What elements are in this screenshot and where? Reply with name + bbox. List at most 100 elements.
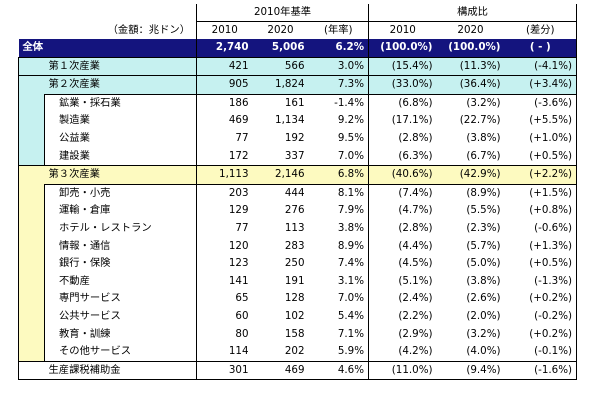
table-row: 不動産 141 191 3.1% (5.1%) (3.8%) (-1.3%) [18,272,578,291]
annual-rate: 7.1% [308,325,370,344]
gdp-table-container: 2010年基準 構成比 （金額：兆ドン） 2010 2020 (年率) 2010… [18,4,578,381]
annual-rate: 8.1% [308,183,370,203]
row-label: 鉱業・採石業 [44,93,197,113]
share-2020: (8.9%) [436,183,505,203]
value-2010: 2,740 [196,39,253,58]
table-row-tertiary-sector: 第３次産業 1,113 2,146 6.8% (40.6%) (42.9%) (… [18,165,578,185]
row-label: 第１次産業 [44,56,197,76]
share-2010: (4.4%) [398,239,433,252]
share-diff: (+1.0%) [504,129,578,148]
row-label: 建設業 [44,147,197,166]
value-2020: 283 [284,239,305,252]
table-row-production-taxes-subsidies: 生産課税補助金 301 469 4.6% (11.0%) (9.4%) (-1.… [18,360,578,381]
table-row: その他サービス 114 202 5.9% (4.2%) (4.0%) (-0.1… [18,343,578,362]
share-2020: (9.4%) [436,360,505,381]
annual-rate: 7.3% [308,75,370,95]
row-label: 第２次産業 [44,75,197,95]
share-diff: (-4.1%) [504,56,578,76]
share-2020: (22.7%) [459,114,501,127]
col-header-share-2010: 2010 [368,21,437,39]
value-2010: 80 [196,325,253,344]
value-2020: 337 [284,149,305,162]
annual-rate: 7.4% [308,255,370,273]
value-2020: 128 [284,292,305,305]
annual-rate: 3.8% [308,219,370,238]
share-diff: (+1.5%) [504,183,578,203]
annual-rate: 9.2% [308,112,370,130]
share-2010: (6.8%) [368,93,437,113]
annual-rate: 6.2% [308,39,370,58]
share-diff: (+3.4%) [504,75,578,95]
row-label: 不動産 [44,272,197,291]
value-2010: 141 [196,272,253,291]
share-2020: (11.3%) [436,56,505,76]
share-2010: (2.8%) [398,221,433,234]
share-2020: (3.8%) [466,131,501,144]
value-2020: 102 [284,309,305,322]
table-row-primary-sector: 第１次産業 421 566 3.0% (15.4%) (11.3%) (-4.1… [18,56,578,76]
value-2010: 186 [196,93,253,113]
table-row: 銀行・保険 123 250 7.4% (4.5%) (5.0%) (+0.5%) [18,255,578,273]
table-row: 運輸・倉庫 129 276 7.9% (4.7%) (5.5%) (+0.8%) [18,202,578,220]
share-diff: (+0.5%) [504,255,578,273]
share-2010: (11.0%) [368,360,437,381]
share-2010: (4.2%) [398,345,433,358]
share-2010: (2.2%) [398,309,433,322]
value-2020: 191 [284,274,305,287]
share-2020: (2.3%) [466,221,501,234]
col-header-2020: 2020 [252,21,309,39]
share-2020: (36.4%) [436,75,505,95]
value-2020: 158 [284,327,305,340]
row-label: 第３次産業 [44,165,197,185]
share-diff: (+0.5%) [504,147,578,166]
row-label: 教育・訓練 [44,325,197,344]
table-row: 教育・訓練 80 158 7.1% (2.9%) (3.2%) (+0.2%) [18,325,578,344]
value-2020: 250 [284,257,305,270]
value-2020: 1,824 [252,75,309,95]
table-row: ホテル・レストラン 77 113 3.8% (2.8%) (2.3%) (-0.… [18,219,578,238]
table-row: 鉱業・採石業 186 161 -1.4% (6.8%) (3.2%) (-3.6… [18,93,578,113]
share-2010: (15.4%) [368,56,437,76]
header-group-composition: 構成比 [368,4,578,22]
share-2020: (3.2%) [436,93,505,113]
row-label: その他サービス [44,343,197,362]
annual-rate: 5.4% [308,307,370,326]
header-row-columns: （金額：兆ドン） 2010 2020 (年率) 2010 2020 (差分) [19,21,578,39]
share-diff: (-0.1%) [504,343,578,362]
row-label: 公益業 [44,129,197,148]
value-2020: 192 [284,131,305,144]
share-diff: (-1.3%) [504,272,578,291]
annual-rate: 3.1% [308,272,370,291]
annual-rate: 3.0% [308,56,370,76]
share-2020: (2.0%) [466,309,501,322]
share-2010: (2.8%) [398,131,433,144]
value-2010: 114 [196,343,253,362]
share-2010: (33.0%) [368,75,437,95]
table-row: 卸売・小売 203 444 8.1% (7.4%) (8.9%) (+1.5%) [18,183,578,203]
annual-rate: 4.6% [308,360,370,381]
row-label: 生産課税補助金 [44,360,197,381]
table-row: 建設業 172 337 7.0% (6.3%) (6.7%) (+0.5%) [18,147,578,166]
share-diff: (+0.8%) [504,202,578,220]
annual-rate: 6.8% [308,165,370,185]
value-2010: 129 [196,202,253,220]
row-label: 運輸・倉庫 [44,202,197,220]
value-2010: 123 [196,255,253,273]
col-header-share-2020: 2020 [436,21,505,39]
value-2010: 120 [196,237,253,256]
table-row: 情報・通信 120 283 8.9% (4.4%) (5.7%) (+1.3%) [18,237,578,256]
annual-rate: 7.0% [308,290,370,308]
value-2010: 172 [196,147,253,166]
share-2010: (4.7%) [398,204,433,217]
value-2020: 1,134 [275,114,305,127]
value-2010: 77 [196,129,253,148]
value-2010: 421 [196,56,253,76]
share-diff: (+1.3%) [504,237,578,256]
annual-rate: 7.9% [308,202,370,220]
share-2010: (17.1%) [391,114,433,127]
value-2020: 469 [252,360,309,381]
share-2010: (5.1%) [398,274,433,287]
table-row-total: 全体 2,740 5,006 6.2% (100.0%) (100.0%) ( … [18,39,578,58]
col-header-2010: 2010 [196,21,253,39]
share-2010: (2.4%) [398,292,433,305]
